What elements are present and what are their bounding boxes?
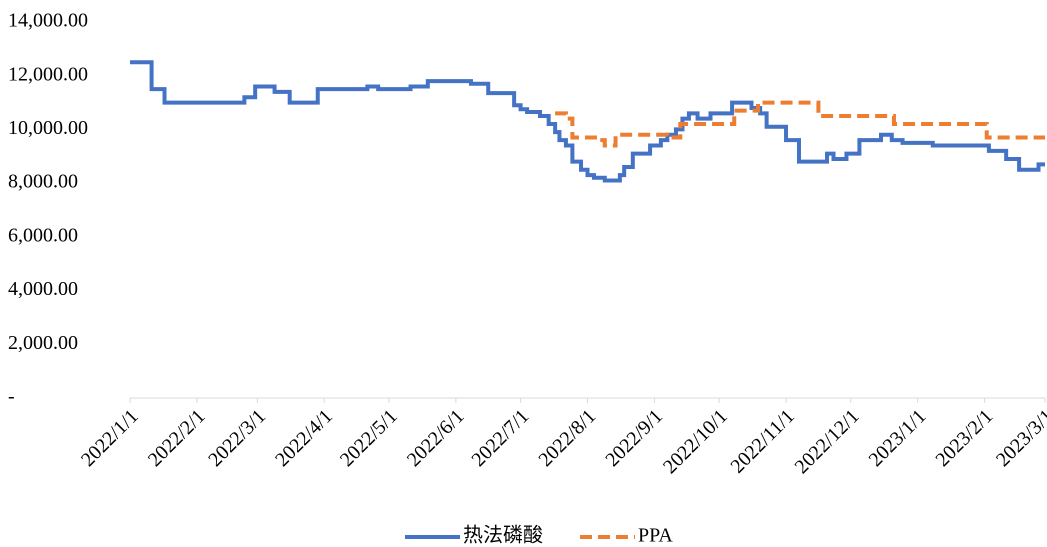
y-tick-label: 8,000.00 [8, 171, 78, 193]
legend-label: 热法磷酸 [463, 524, 543, 547]
x-tick-label: 2022/2/1 [144, 405, 210, 471]
legend-label: PPA [638, 525, 673, 547]
x-tick-label: 2022/6/1 [403, 405, 469, 471]
x-tick-label: 2023/2/1 [932, 405, 998, 471]
series-line [130, 60, 1045, 183]
x-tick-label: 2022/10/1 [659, 405, 732, 478]
x-tick-label: 2022/9/1 [601, 405, 667, 471]
series-line [555, 100, 1045, 148]
y-tick-label: - [8, 386, 15, 408]
y-tick-label: 12,000.00 [8, 63, 88, 85]
x-tick-label: 2022/1/1 [77, 405, 143, 471]
y-tick-label: 4,000.00 [8, 278, 78, 300]
x-tick-label: 2022/7/1 [468, 405, 534, 471]
y-tick-label: 2,000.00 [8, 332, 78, 354]
x-tick-label: 2023/3/1 [992, 405, 1047, 471]
x-tick-label: 2022/11/1 [726, 405, 798, 477]
x-tick-label: 2022/3/1 [204, 405, 270, 471]
x-tick-label: 2022/12/1 [791, 405, 864, 478]
x-tick-label: 2023/1/1 [865, 405, 931, 471]
x-tick-label: 2022/5/1 [336, 405, 402, 471]
x-tick-label: 2022/4/1 [271, 405, 337, 471]
y-tick-label: 14,000.00 [8, 10, 88, 32]
y-tick-label: 6,000.00 [8, 224, 78, 246]
y-tick-label: 10,000.00 [8, 117, 88, 139]
x-tick-label: 2022/8/1 [534, 405, 600, 471]
